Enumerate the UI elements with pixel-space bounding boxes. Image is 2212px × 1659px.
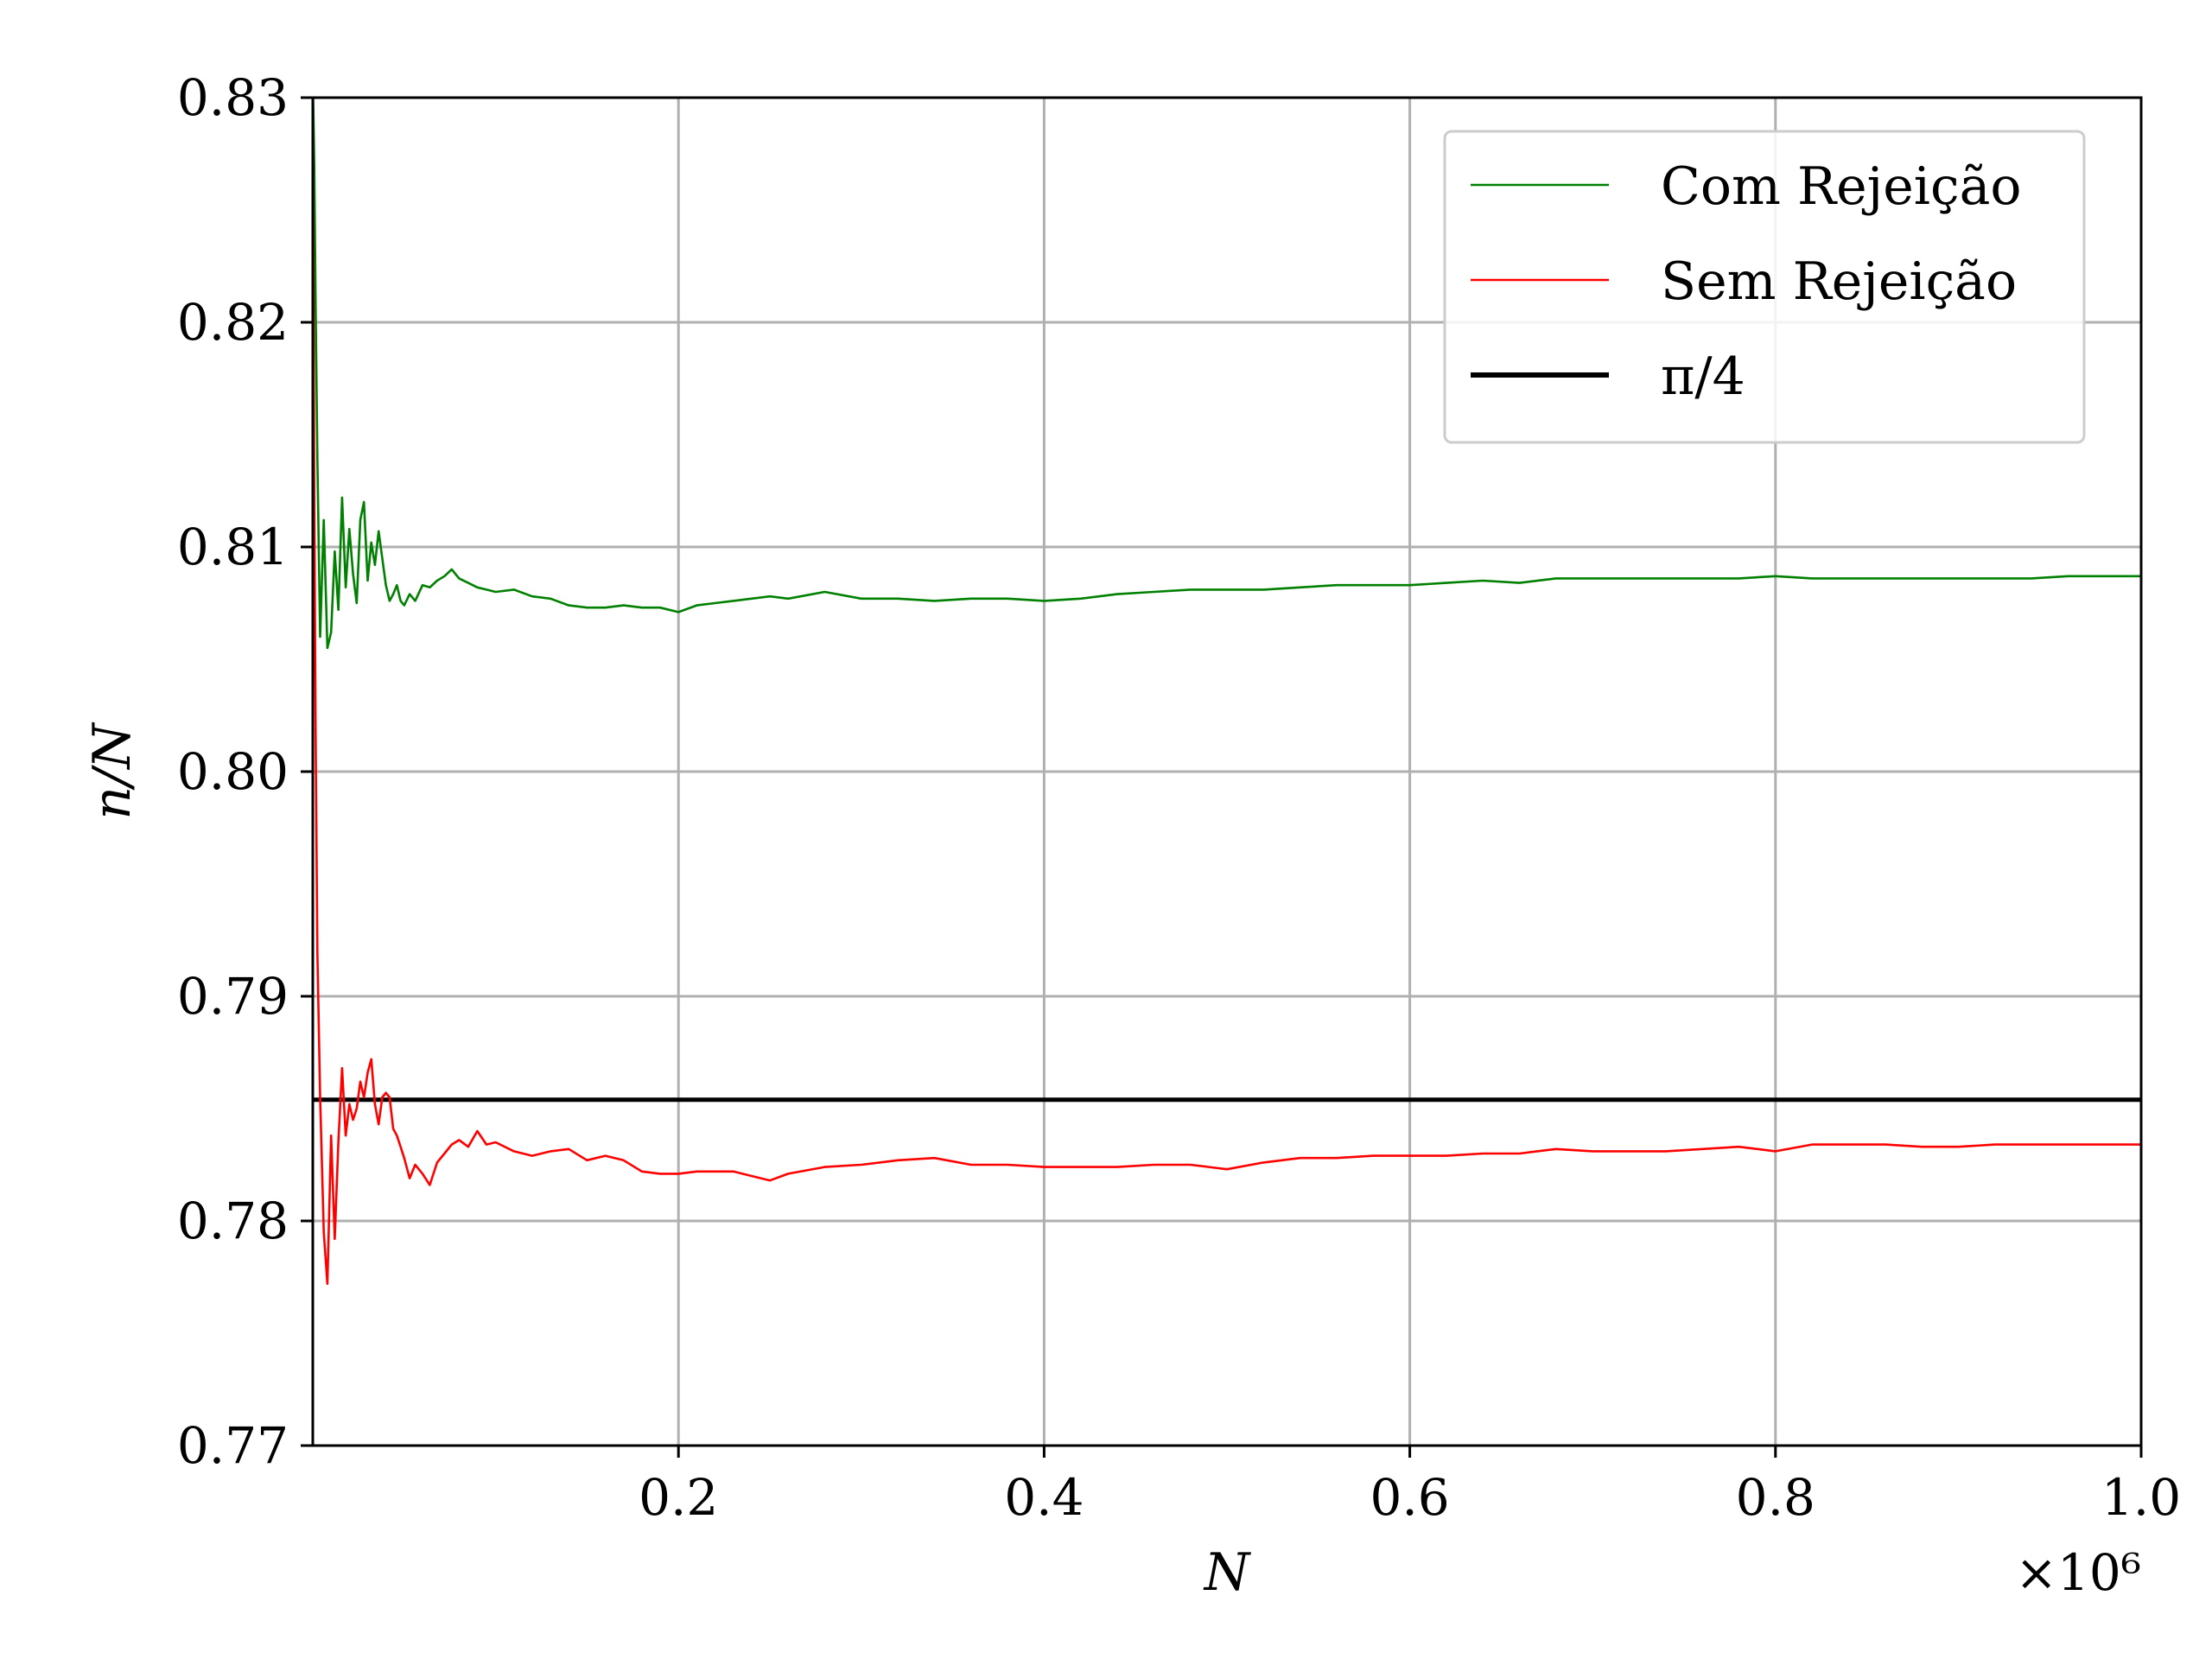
legend: Com Rejeição Sem Rejeição π/4 [1443,130,2086,444]
legend-label: π/4 [1661,346,1745,407]
plot-lines [313,98,2141,1286]
y-tick-label: 0.77 [177,1416,289,1475]
y-tick-label: 0.82 [177,293,289,352]
y-tick-label: 0.79 [177,967,289,1026]
y-axis-label: n/N [82,721,143,820]
y-tick-label: 0.80 [177,742,289,801]
x-tick-label: 1.0 [2101,1468,2181,1527]
x-axis-multiplier: ×10⁶ [2015,1543,2141,1602]
y-tick-label: 0.81 [177,518,289,576]
series-line-0 [313,98,2141,650]
x-tick-label: 0.8 [1736,1468,1815,1527]
y-tick-label: 0.83 [177,68,289,127]
axis-ticks: 0.2 0.4 0.6 0.8 1.0 0.77 0.78 0.79 0.80 0.81 0.82 0… [177,68,2181,1527]
legend-label: Sem Rejeição [1661,251,2017,312]
legend-box [1443,130,2086,444]
x-tick-label: 0.4 [1004,1468,1084,1527]
x-tick-label: 0.2 [639,1468,718,1527]
legend-label: Com Rejeição [1661,156,2021,217]
series-line-1 [313,108,2141,1286]
x-axis-label: N [1203,1542,1252,1603]
x-tick-label: 0.6 [1370,1468,1449,1527]
y-tick-label: 0.78 [177,1192,289,1250]
